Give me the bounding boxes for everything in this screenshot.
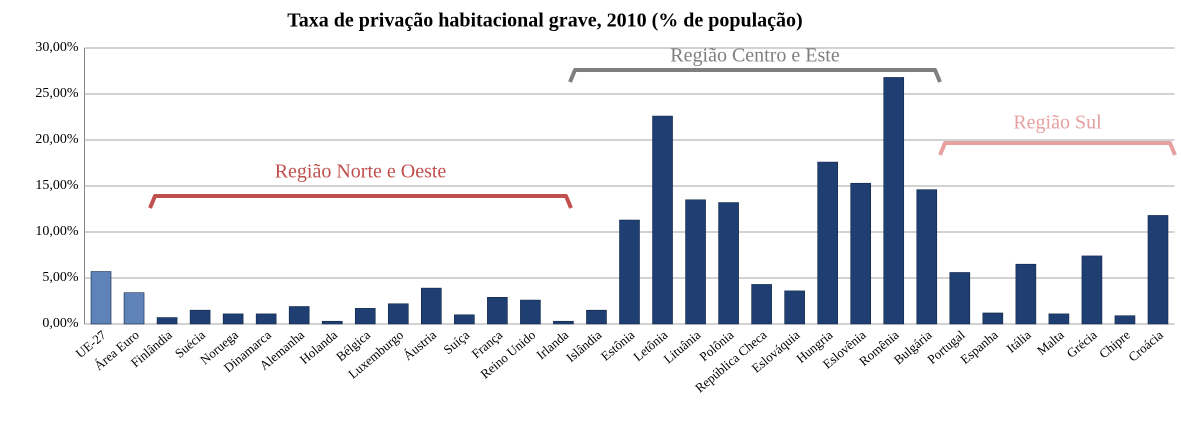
bar [1081, 255, 1103, 325]
region-bracket [148, 194, 573, 209]
bar [718, 202, 739, 325]
x-tick-label: Islândia [563, 327, 604, 365]
bar [387, 303, 409, 325]
x-tick-label: Itália [1004, 327, 1034, 356]
bar [553, 320, 574, 325]
region-label: Região Centro e Este [670, 45, 840, 67]
bar [949, 272, 971, 325]
bar [1015, 263, 1037, 325]
region-bracket [938, 141, 1177, 156]
bar [982, 312, 1004, 325]
x-tick-label: Lituânia [661, 327, 704, 366]
bar [850, 182, 872, 325]
bar [189, 309, 211, 325]
bar [1114, 315, 1136, 325]
bar [421, 287, 442, 325]
y-tick-label: 10,00% [35, 224, 79, 239]
x-tick-label: Espanha [957, 327, 1001, 367]
x-tick-label: Áustria [400, 327, 439, 363]
bar [751, 284, 772, 325]
y-tick-label: 15,00% [35, 178, 79, 193]
y-tick-label: 0,00% [42, 316, 79, 331]
y-tick-label: 25,00% [35, 86, 79, 101]
bar [520, 299, 541, 325]
y-tick-label: 30,00% [35, 40, 79, 55]
region-label: Região Sul [1013, 112, 1102, 134]
bar [1048, 313, 1070, 325]
bar [90, 271, 112, 325]
y-tick-label: 5,00% [42, 270, 79, 285]
bar [883, 77, 905, 325]
bar [817, 161, 838, 325]
x-tick-label: Suíça [440, 327, 472, 357]
x-tick-label: Estônia [598, 327, 638, 364]
chart-title: Taxa de privação habitacional grave, 201… [287, 10, 802, 32]
y-tick-label: 20,00% [35, 132, 79, 147]
bar [916, 189, 938, 325]
bar [288, 306, 310, 325]
region-bracket [568, 68, 942, 83]
bar [156, 317, 178, 325]
bar [652, 115, 673, 325]
bar [321, 320, 343, 325]
bar [454, 314, 475, 325]
bar [354, 308, 376, 325]
bar [1147, 215, 1169, 325]
bar [222, 313, 244, 325]
bar [487, 297, 508, 325]
bar [685, 199, 706, 325]
x-tick-label: Holanda [297, 327, 341, 367]
x-tick-label: Croácia [1125, 327, 1166, 365]
bar [255, 313, 277, 325]
region-label: Região Norte e Oeste [275, 161, 447, 183]
x-tick-label: Malta [1034, 327, 1067, 358]
bar [619, 219, 640, 325]
bar [586, 309, 607, 325]
x-tick-label: Grécia [1064, 327, 1100, 361]
bar [123, 292, 145, 325]
bar [784, 290, 805, 325]
